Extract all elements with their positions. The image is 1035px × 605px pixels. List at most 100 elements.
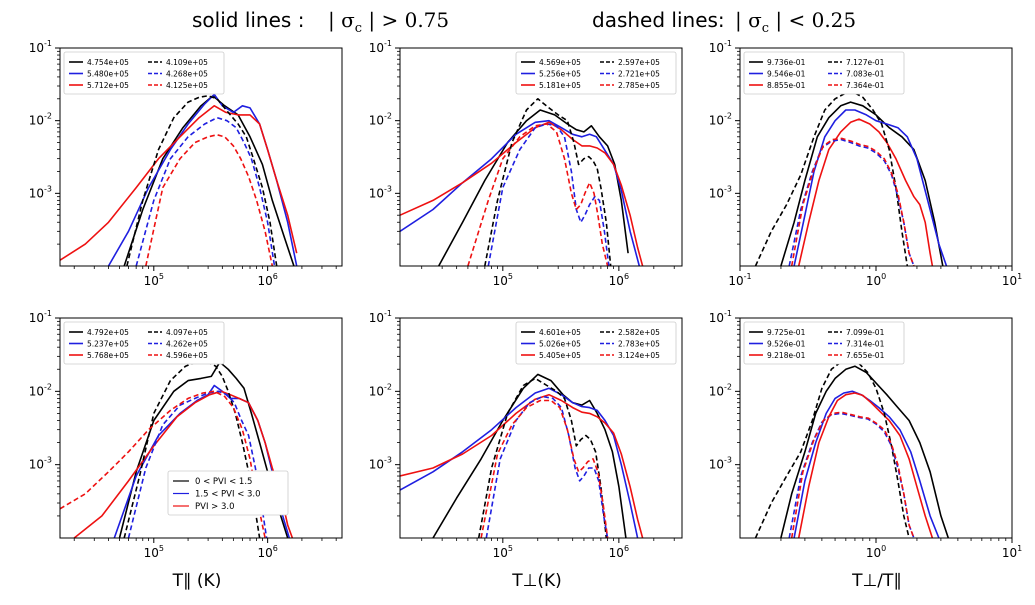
series-line-black-solid bbox=[780, 365, 950, 538]
x-tick-label: 106 bbox=[609, 544, 629, 560]
legend-label-solid: 9.725e-01 bbox=[767, 328, 806, 337]
series-line-blue-dashed bbox=[788, 412, 915, 538]
x-tick-label: 105 bbox=[144, 272, 164, 288]
panel-row1-col1: 105 106 10-3 10-2 10-1 4.754e+05 4.109e+05 5.48… bbox=[29, 39, 343, 288]
y-tick-label: 10-2 bbox=[29, 382, 52, 398]
plot-frame bbox=[739, 47, 1013, 267]
series-line-red-dashed bbox=[480, 399, 609, 538]
series-line-black-dashed bbox=[126, 95, 278, 266]
y-tick-label: 10-2 bbox=[29, 112, 52, 128]
legend-label-solid: 9.546e-01 bbox=[767, 70, 806, 79]
legend-frame bbox=[63, 321, 225, 365]
x-tick-label: 101 bbox=[1002, 272, 1022, 288]
legend-frame bbox=[743, 51, 905, 95]
y-tick-label: 10-3 bbox=[709, 456, 732, 472]
legend-label-dashed: 4.262e+05 bbox=[166, 340, 208, 349]
legend-label-solid: 4.754e+05 bbox=[87, 58, 129, 67]
panel-row2-col2: 105 106 10-3 10-2 10-1 4.601e+05 2.582e+05 5.02… bbox=[369, 309, 683, 560]
legend-label-dashed: 7.127e-01 bbox=[846, 58, 885, 67]
x-tick-label: 105 bbox=[144, 544, 164, 560]
legend-label-dashed: 4.268e+05 bbox=[166, 70, 208, 79]
legend-label-solid: 4.792e+05 bbox=[87, 328, 129, 337]
series-line-black-dashed bbox=[754, 92, 909, 266]
xlabel-tperp: T⊥(K) bbox=[511, 571, 562, 591]
series-line-red-dashed bbox=[60, 390, 266, 538]
plot-frame bbox=[399, 47, 683, 267]
legend-label-dashed: 4.109e+05 bbox=[166, 58, 208, 67]
legend-label-solid: 8.855e-01 bbox=[767, 81, 806, 90]
y-tick-label: 10-2 bbox=[369, 112, 392, 128]
plot-frame bbox=[739, 317, 1013, 539]
legend-label-solid: 5.256e+05 bbox=[539, 70, 581, 79]
series-line-red-dashed bbox=[145, 134, 274, 266]
plot-frame bbox=[59, 47, 343, 267]
series-line-red-dashed bbox=[790, 411, 915, 538]
x-tick-label: 100 bbox=[866, 272, 886, 288]
x-tick-label: 100 bbox=[866, 544, 886, 560]
legend-label-solid: 9.218e-01 bbox=[767, 351, 806, 360]
legend-box: 4.792e+05 4.097e+05 5.237e+05 4.262e+05 5.76… bbox=[63, 321, 225, 365]
legend-label-solid: 5.026e+05 bbox=[539, 340, 581, 349]
solid-lines-condition: | σc | > 0.75 bbox=[328, 8, 449, 36]
y-tick-label: 10-2 bbox=[709, 112, 732, 128]
x-tick-label: 105 bbox=[493, 272, 513, 288]
legend-box: 9.736e-01 7.127e-01 9.546e-01 7.083e-01 8.85… bbox=[743, 51, 905, 95]
series-line-black-solid bbox=[780, 101, 944, 266]
series-line-red-solid bbox=[400, 393, 644, 538]
pvi-legend: 0 < PVI < 1.5 1.5 < PVI < 3.0 PVI > 3.0 bbox=[167, 470, 289, 516]
legend-frame bbox=[515, 321, 677, 365]
series-line-blue-dashed bbox=[127, 390, 268, 538]
dashed-lines-label: dashed lines: bbox=[592, 8, 725, 32]
y-tick-label: 10-3 bbox=[369, 456, 392, 472]
x-tick-label: 10-1 bbox=[728, 272, 751, 288]
legend-label-solid: 9.736e-01 bbox=[767, 58, 806, 67]
series-line-red-solid bbox=[797, 392, 934, 538]
y-tick-label: 10-1 bbox=[369, 39, 392, 55]
legend-frame bbox=[515, 51, 677, 95]
series-line-red-solid bbox=[400, 121, 644, 266]
series-line-black-dashed bbox=[477, 377, 608, 538]
figure-header: solid lines : | σc | > 0.75 dashed lines… bbox=[192, 8, 856, 36]
plot-frame bbox=[399, 317, 683, 539]
pvi-legend-label: 0 < PVI < 1.5 bbox=[195, 477, 252, 487]
x-tick-label: 106 bbox=[257, 544, 277, 560]
solid-lines-label: solid lines : bbox=[192, 8, 304, 32]
dashed-lines-condition: | σc | < 0.25 bbox=[735, 8, 856, 36]
legend-label-solid: 9.526e-01 bbox=[767, 340, 806, 349]
legend-label-dashed: 2.783e+05 bbox=[618, 340, 660, 349]
legend-label-dashed: 3.124e+05 bbox=[618, 351, 660, 360]
y-tick-label: 10-1 bbox=[29, 309, 52, 325]
series-group bbox=[60, 93, 298, 266]
x-tick-label: 101 bbox=[1002, 544, 1022, 560]
legend-box: 4.569e+05 2.597e+05 5.256e+05 2.721e+05 5.18… bbox=[515, 51, 677, 95]
x-tick-label: 105 bbox=[493, 544, 513, 560]
legend-box: 9.725e-01 7.099e-01 9.526e-01 7.314e-01 9.21… bbox=[743, 321, 905, 365]
xlabel-ratio: T⊥/T∥ bbox=[851, 571, 902, 591]
y-tick-label: 10-3 bbox=[369, 184, 392, 200]
pvi-legend-label: 1.5 < PVI < 3.0 bbox=[195, 490, 261, 500]
series-group bbox=[60, 360, 294, 538]
y-tick-label: 10-1 bbox=[29, 39, 52, 55]
legend-label-dashed: 7.655e-01 bbox=[846, 351, 885, 360]
legend-frame bbox=[743, 321, 905, 365]
series-line-black-dashed bbox=[123, 360, 261, 538]
legend-label-solid: 4.569e+05 bbox=[539, 58, 581, 67]
series-group bbox=[400, 98, 644, 266]
legend-label-dashed: 4.097e+05 bbox=[166, 328, 208, 337]
y-tick-label: 10-3 bbox=[709, 184, 732, 200]
series-group bbox=[754, 360, 950, 538]
legend-label-dashed: 2.582e+05 bbox=[618, 328, 660, 337]
legend-label-dashed: 7.099e-01 bbox=[846, 328, 885, 337]
series-line-black-solid bbox=[437, 109, 629, 266]
legend-label-dashed: 2.721e+05 bbox=[618, 70, 660, 79]
panel-row2-col3: 100 101 10-3 10-2 10-1 9.725e-01 7.099e-01 9.52… bbox=[709, 309, 1022, 560]
xlabel-tpar: T∥ (K) bbox=[172, 571, 222, 591]
legend-label-dashed: 7.314e-01 bbox=[846, 340, 885, 349]
y-tick-label: 10-3 bbox=[29, 184, 52, 200]
x-tick-label: 106 bbox=[609, 272, 629, 288]
legend-label-dashed: 7.364e-01 bbox=[846, 81, 885, 90]
series-line-black-solid bbox=[123, 95, 295, 266]
legend-box: 4.754e+05 4.109e+05 5.480e+05 4.268e+05 5.71… bbox=[63, 51, 225, 95]
series-line-blue-dashed bbox=[135, 116, 276, 266]
